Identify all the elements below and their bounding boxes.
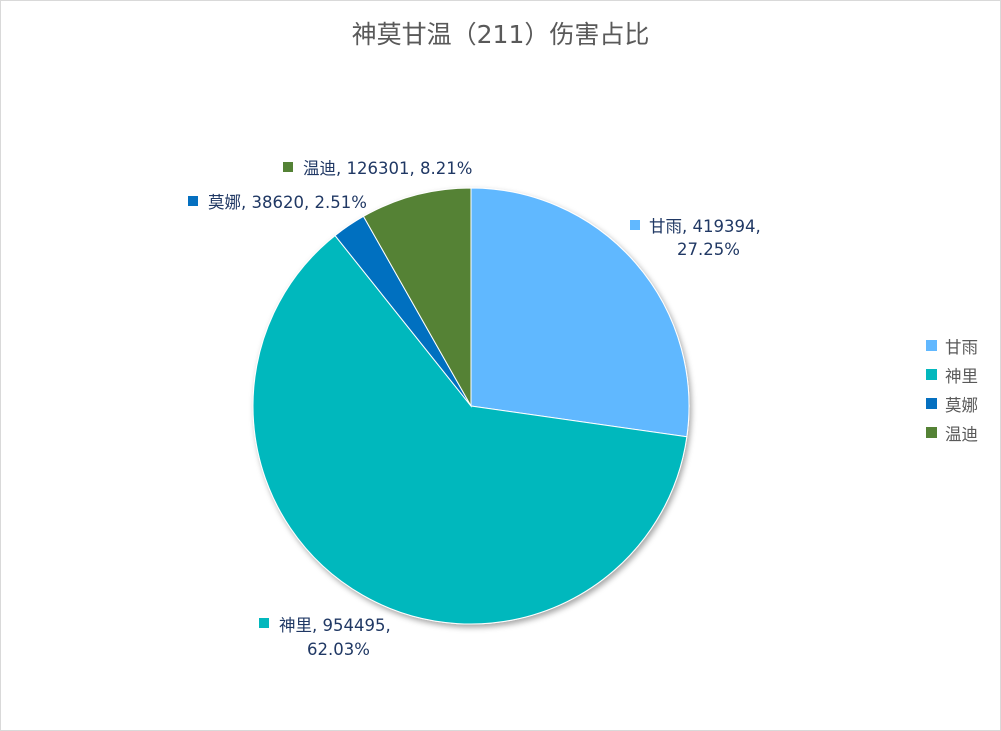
legend-swatch-mona xyxy=(926,398,937,409)
data-label-venti: 温迪, 126301, 8.21% xyxy=(283,159,472,178)
ganyu-label-line1: 甘雨, 419394, xyxy=(649,217,761,236)
data-label-mona: 莫娜, 38620, 2.51% xyxy=(188,193,367,212)
kamisato-label-line1: 神里, 954495, xyxy=(279,616,391,635)
pie-slice-venti xyxy=(362,187,472,408)
legend-label-kamisato: 神里 xyxy=(945,366,978,386)
kamisato-label-swatch xyxy=(259,618,269,628)
data-label-ganyu: 甘雨, 419394, 27.25% xyxy=(630,217,761,259)
legend: 甘雨 神里 莫娜 温迪 xyxy=(926,331,978,447)
pie-slice-ganyu xyxy=(470,187,690,438)
legend-label-ganyu: 甘雨 xyxy=(945,337,978,357)
legend-swatch-kamisato xyxy=(926,369,937,380)
chart-title: 神莫甘温（211）伤害占比 xyxy=(351,20,650,49)
ganyu-label-line2: 27.25% xyxy=(677,240,740,259)
data-label-kamisato: 神里, 954495, 62.03% xyxy=(259,616,391,659)
legend-item-ganyu: 甘雨 xyxy=(926,331,978,360)
venti-label-text: 温迪, 126301, 8.21% xyxy=(303,159,472,178)
legend-item-mona: 莫娜 xyxy=(926,389,978,418)
legend-item-kamisato: 神里 xyxy=(926,360,978,389)
legend-item-venti: 温迪 xyxy=(926,418,978,447)
mona-label-swatch xyxy=(188,196,198,206)
pie-slice-kamisato xyxy=(252,234,688,625)
venti-label-swatch xyxy=(283,162,293,172)
ganyu-label-swatch xyxy=(630,220,640,230)
mona-label-text: 莫娜, 38620, 2.51% xyxy=(208,193,367,212)
legend-swatch-ganyu xyxy=(926,340,937,351)
legend-swatch-venti xyxy=(926,427,937,438)
legend-label-venti: 温迪 xyxy=(945,424,978,444)
kamisato-label-line2: 62.03% xyxy=(307,640,370,659)
legend-label-mona: 莫娜 xyxy=(945,395,978,415)
